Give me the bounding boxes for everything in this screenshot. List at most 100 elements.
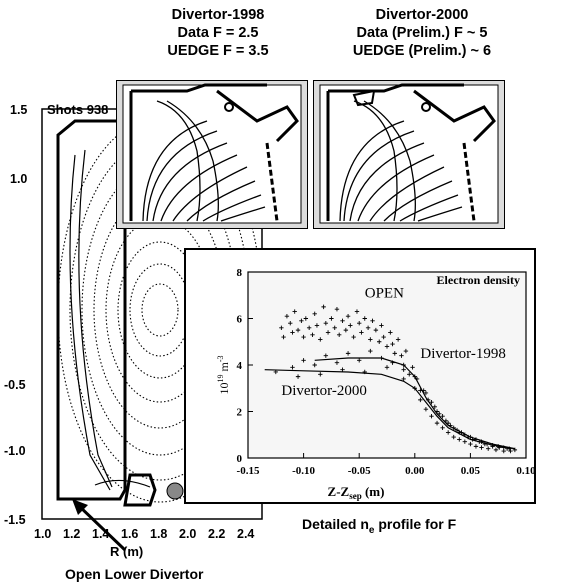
eq-x-tick: 2.4 <box>237 527 255 541</box>
data-point <box>493 447 499 453</box>
data-point <box>318 372 323 377</box>
data-point <box>312 362 317 368</box>
data-point <box>457 437 462 442</box>
separatrix-lines <box>69 149 151 491</box>
data-point <box>399 353 404 358</box>
x-label-unit: (m) <box>362 484 385 499</box>
data-point <box>429 400 434 405</box>
data-point <box>370 318 375 324</box>
data-point <box>410 365 415 370</box>
data-point <box>281 334 286 340</box>
divertor-1998-panel <box>116 80 308 229</box>
data-point <box>479 445 484 450</box>
data-point <box>357 320 362 326</box>
data-point <box>323 353 329 358</box>
caption-line: Divertor-1998 <box>171 7 265 23</box>
y-tick-label: 6 <box>237 314 243 326</box>
caption-line: UEDGE (Prelim.) ~ 6 <box>352 43 492 59</box>
annotation-divertor-2000: Divertor-2000 <box>281 383 367 399</box>
data-point <box>359 330 364 335</box>
caption-pre: Detailed n <box>302 516 369 532</box>
data-point <box>362 316 367 321</box>
data-point <box>301 358 306 363</box>
chart-title: Electron density <box>437 273 520 287</box>
data-point <box>303 316 309 321</box>
data-point <box>434 420 440 426</box>
data-point <box>392 351 397 356</box>
caption-sub: e <box>368 524 375 536</box>
fit-line <box>264 369 515 450</box>
divertor-tile <box>123 473 157 507</box>
data-point <box>295 374 301 379</box>
data-point <box>508 448 513 454</box>
data-point <box>279 325 284 330</box>
data-point <box>290 330 295 335</box>
data-point <box>407 372 412 377</box>
data-point <box>445 430 451 435</box>
eq-x-tick: 1.0 <box>34 527 52 541</box>
annotation-divertor-1998: Divertor-1998 <box>420 346 506 362</box>
eq-x-tick: 1.2 <box>63 527 81 541</box>
caption-line: Data F = 2.5 <box>177 25 259 41</box>
caption-post: profile for F <box>374 516 457 532</box>
data-point <box>348 323 353 328</box>
x-tick-label: 0.00 <box>405 465 425 477</box>
data-point <box>440 425 445 430</box>
eq-x-tick: 1.6 <box>121 527 139 541</box>
eq-x-label: R (m) <box>110 544 144 559</box>
electron-density-panel: -0.15 -0.10 -0.05 0.00 0.05 0.10 0 2 4 6 8 Electro… <box>184 248 536 504</box>
data-point <box>295 327 301 333</box>
data-point <box>290 365 295 370</box>
data-point <box>377 339 382 344</box>
data-point <box>354 309 360 314</box>
divertor-2000-panel <box>313 80 505 229</box>
vessel-wall <box>56 119 127 501</box>
x-tick-label: -0.05 <box>348 465 371 477</box>
data-point <box>418 397 423 403</box>
data-point <box>299 318 304 324</box>
divertor-1998-drawing <box>122 83 302 224</box>
caption-divertor-1998: Divertor-1998 Data F = 2.5 UEDGE F = 3.5 <box>138 6 298 60</box>
y-label-sup: 19 <box>216 375 225 383</box>
data-point <box>432 404 438 410</box>
data-point <box>288 320 293 326</box>
data-point <box>343 327 349 333</box>
fit-lines <box>264 357 516 450</box>
data-point <box>401 376 406 382</box>
caption-line: Data (Prelim.) F ~ 5 <box>356 25 488 41</box>
data-point <box>314 323 320 328</box>
eq-x-tick: 2.0 <box>179 527 197 541</box>
data-point <box>401 367 406 372</box>
data-point <box>321 304 326 310</box>
data-point <box>351 334 356 340</box>
eq-y-tick: -1.0 <box>4 444 26 458</box>
data-point <box>403 348 409 354</box>
arrow-shaft <box>76 503 127 552</box>
data-point <box>340 318 345 324</box>
data-point <box>323 320 329 326</box>
eq-x-tick: 1.8 <box>150 527 168 541</box>
caption-divertor-2000: Divertor-2000 Data (Prelim.) F ~ 5 UEDGE… <box>322 6 522 60</box>
data-point <box>384 344 390 349</box>
data-point <box>368 348 373 354</box>
y-tick-label: 0 <box>237 453 243 465</box>
data-point <box>306 325 312 330</box>
arrow-graphic <box>72 499 127 552</box>
data-point <box>334 360 340 365</box>
detailed-profile-caption: Detailed ne profile for F <box>302 516 456 536</box>
data-point <box>379 323 384 328</box>
data-point <box>329 316 334 321</box>
eq-y-tick: -1.5 <box>4 513 26 527</box>
fit-line <box>314 357 516 450</box>
y-label-unit-sup: -3 <box>216 355 225 362</box>
data-point <box>485 446 491 451</box>
data-point <box>332 325 337 330</box>
data-point <box>345 351 351 356</box>
x-tick-label: 0.10 <box>516 465 534 477</box>
open-lower-divertor-label: Open Lower Divertor <box>65 566 204 582</box>
x-tick-label: -0.10 <box>292 465 315 477</box>
x-label-sub: sep <box>349 491 362 501</box>
data-point <box>423 390 429 396</box>
data-point <box>395 337 401 342</box>
data-point <box>357 358 362 363</box>
